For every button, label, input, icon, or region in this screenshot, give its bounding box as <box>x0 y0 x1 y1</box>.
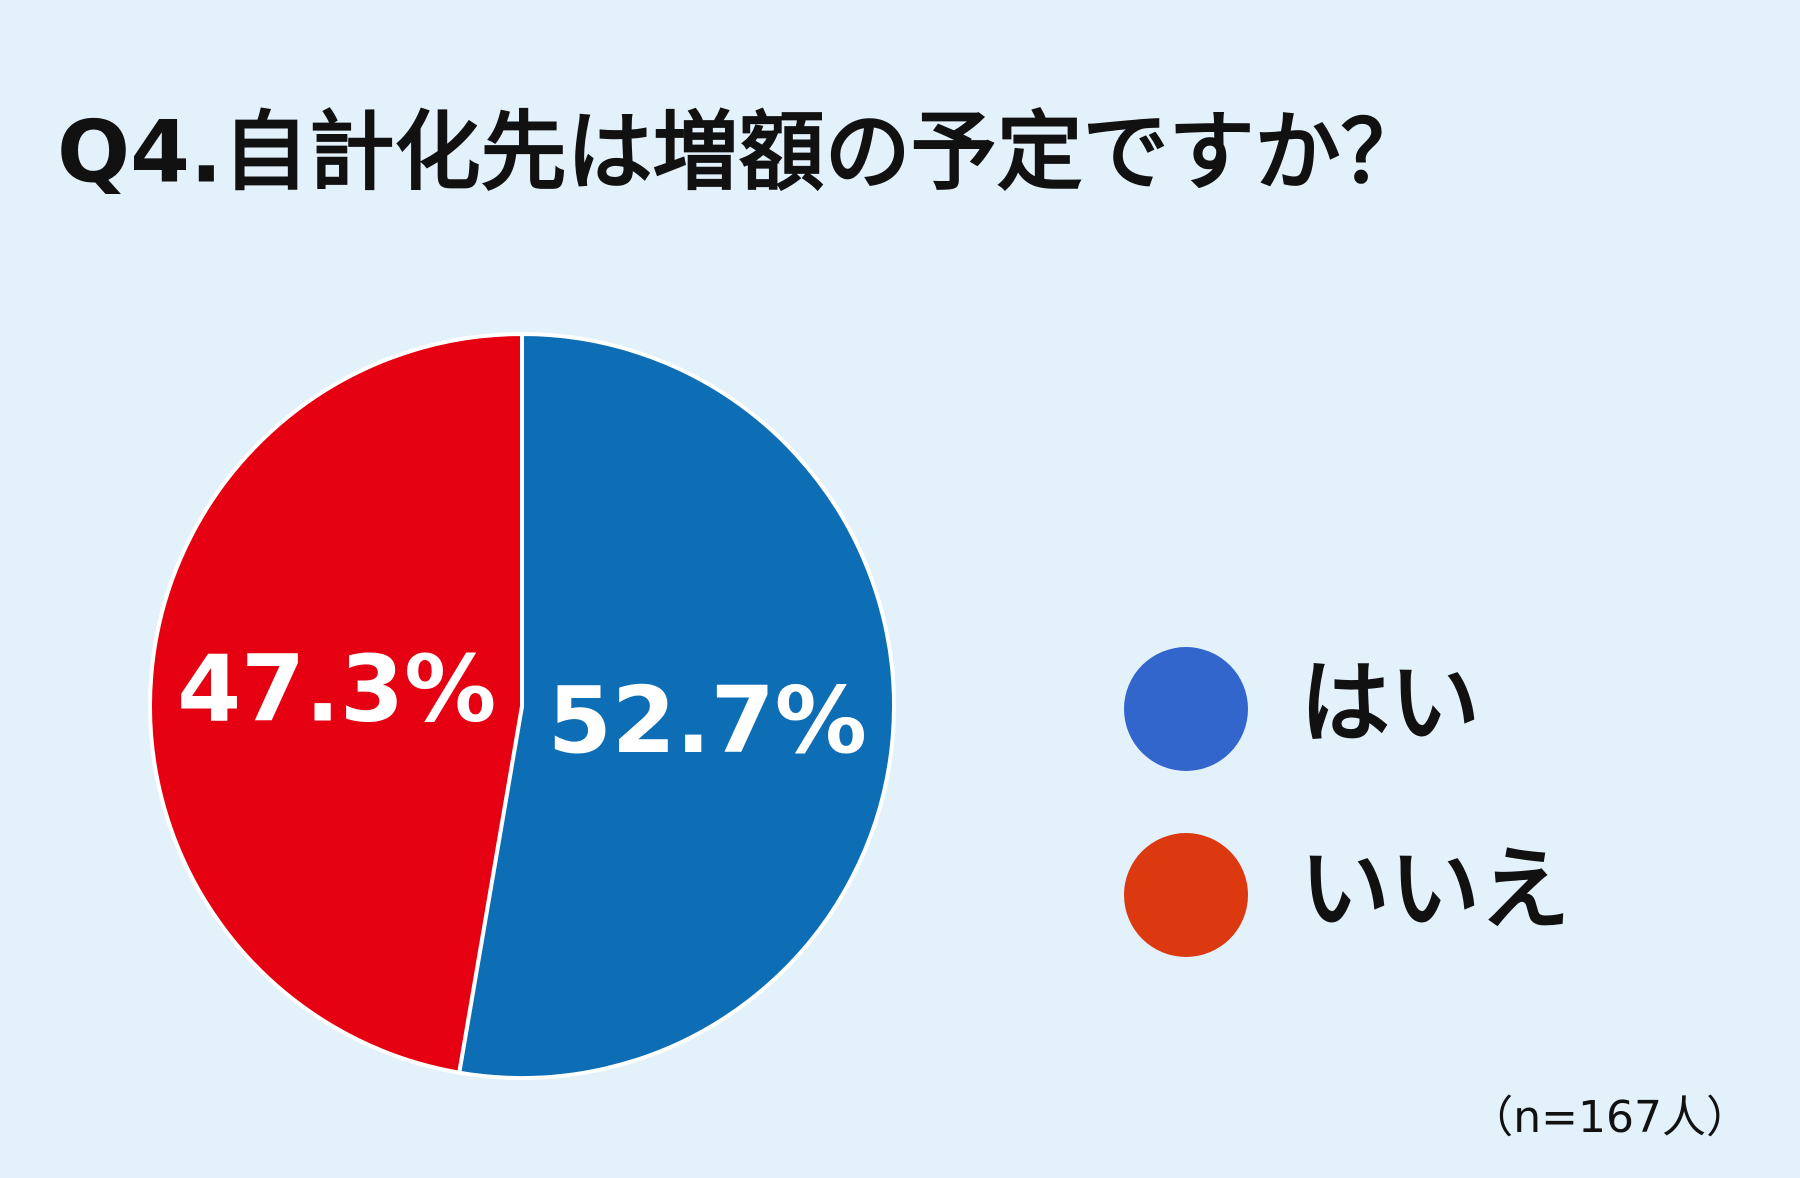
chart-title: Q4.自計化先は増額の予定ですか？ <box>57 102 1427 202</box>
legend-label: はい <box>1300 651 1480 756</box>
legend-label: いいえ <box>1300 837 1570 942</box>
pie-slice <box>148 331 524 1075</box>
pie-slice <box>456 331 896 1080</box>
value-label: 52.7% <box>548 667 867 774</box>
legend-swatch <box>1124 833 1248 957</box>
note: （n=167人） <box>1469 1092 1750 1143</box>
value-label: 47.3% <box>177 636 496 743</box>
legend-swatch <box>1124 647 1248 771</box>
